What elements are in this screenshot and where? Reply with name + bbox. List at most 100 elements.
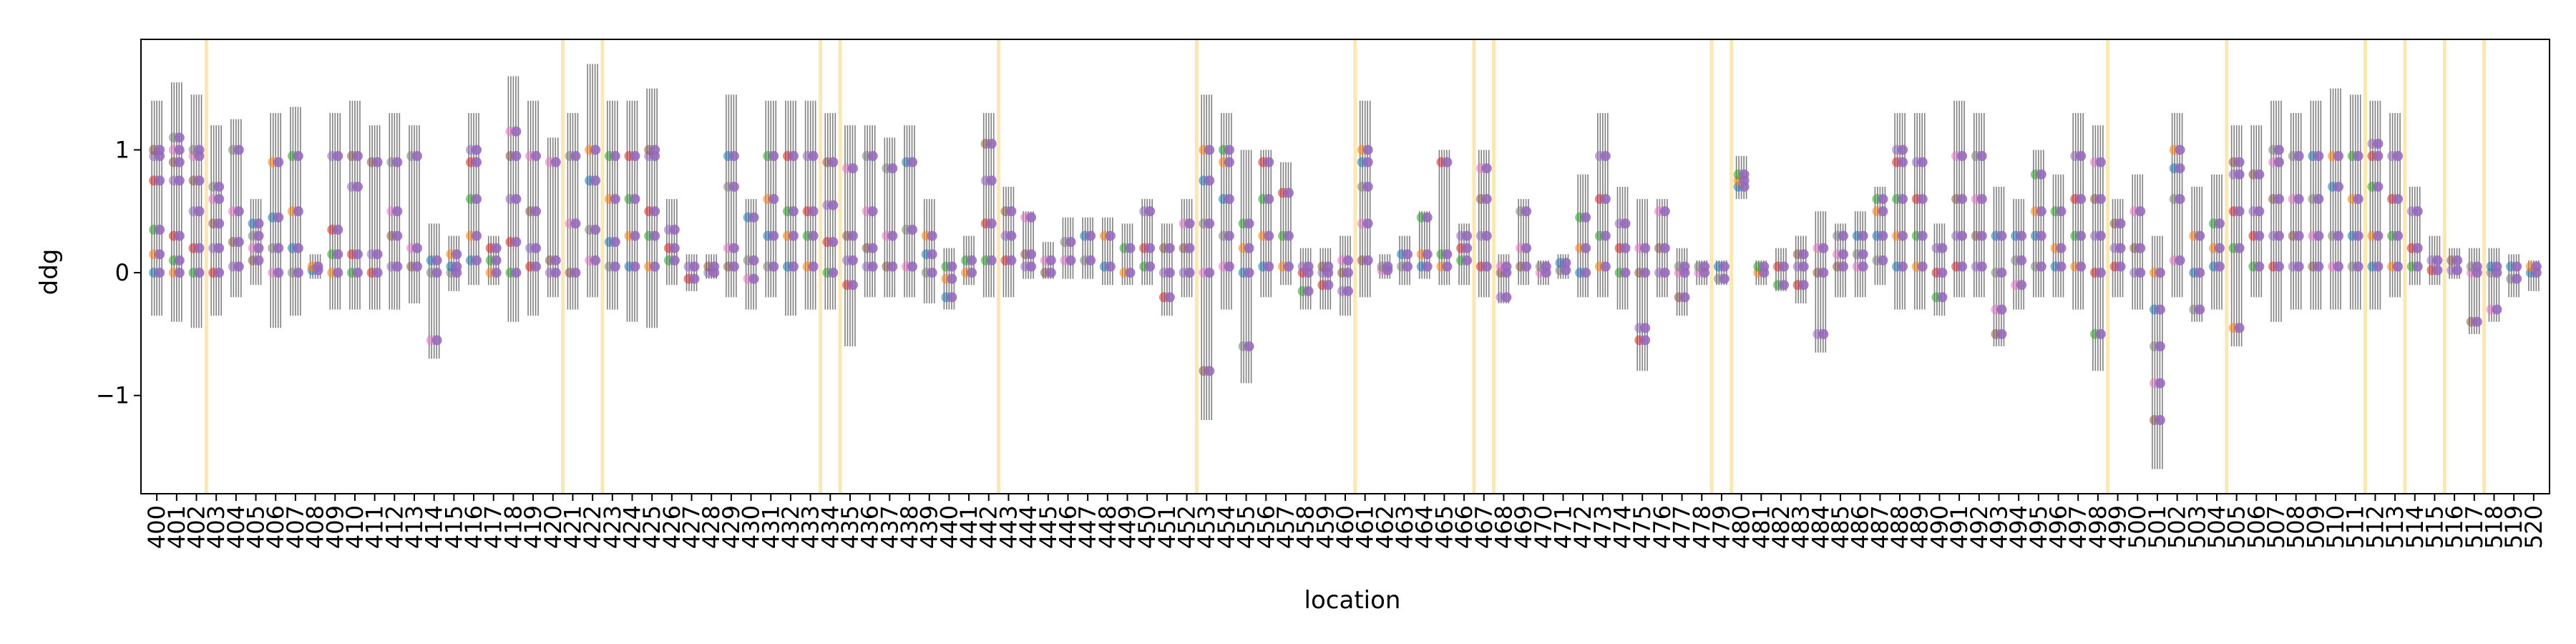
x-tick-label: 418 xyxy=(499,505,527,549)
data-point-448 xyxy=(1105,261,1116,272)
x-tick-label: 461 xyxy=(1352,505,1379,549)
data-point-406 xyxy=(273,243,284,253)
data-point-411 xyxy=(372,268,383,278)
data-point-503 xyxy=(2195,268,2205,278)
data-point-491 xyxy=(1957,230,1968,241)
data-point-501 xyxy=(2155,341,2165,352)
x-tick-label: 410 xyxy=(341,505,369,549)
data-point-504 xyxy=(2214,218,2225,229)
data-point-412 xyxy=(392,206,403,217)
data-point-423 xyxy=(610,151,620,162)
x-tick-label: 514 xyxy=(2401,505,2429,549)
data-point-456 xyxy=(1264,194,1274,205)
x-tick-label: 479 xyxy=(1708,505,1735,549)
data-point-438 xyxy=(907,225,918,235)
data-point-483 xyxy=(1798,249,1809,260)
data-point-517 xyxy=(2472,316,2482,327)
data-point-507 xyxy=(2274,261,2285,272)
data-point-493 xyxy=(1996,230,2007,241)
data-point-493 xyxy=(1996,268,2007,278)
x-tick-label: 474 xyxy=(1609,505,1636,549)
data-point-450 xyxy=(1145,261,1156,272)
data-point-407 xyxy=(293,268,303,278)
x-tick-label: 483 xyxy=(1787,505,1815,549)
data-point-492 xyxy=(1976,230,1987,241)
data-point-511 xyxy=(2353,230,2363,241)
data-point-472 xyxy=(1581,212,1591,223)
data-point-460 xyxy=(1343,286,1353,296)
data-point-489 xyxy=(1917,261,1928,272)
data-point-429 xyxy=(728,243,739,253)
data-point-506 xyxy=(2254,206,2265,217)
data-point-414 xyxy=(431,335,442,346)
data-point-453 xyxy=(1204,218,1215,229)
data-point-488 xyxy=(1898,157,1908,167)
data-point-510 xyxy=(2333,151,2344,162)
x-tick-label: 467 xyxy=(1470,505,1498,549)
data-point-408 xyxy=(313,261,323,272)
data-point-476 xyxy=(1659,243,1670,253)
x-tick-label: 489 xyxy=(1906,505,1933,549)
data-point-418 xyxy=(511,151,522,162)
data-point-419 xyxy=(531,243,542,253)
data-point-418 xyxy=(511,268,522,278)
data-point-416 xyxy=(472,145,482,155)
data-point-459 xyxy=(1323,261,1334,272)
data-point-460 xyxy=(1343,268,1353,278)
data-point-499 xyxy=(2115,261,2126,272)
x-tick-label: 505 xyxy=(2223,505,2250,549)
data-point-457 xyxy=(1283,261,1294,272)
data-point-482 xyxy=(1778,280,1789,291)
x-tick-label: 448 xyxy=(1094,505,1121,549)
x-tick-label: 441 xyxy=(955,505,982,549)
data-point-494 xyxy=(2016,255,2027,265)
data-point-418 xyxy=(511,194,522,205)
data-point-477 xyxy=(1679,292,1690,303)
data-point-498 xyxy=(2095,268,2106,278)
data-point-433 xyxy=(808,206,819,217)
data-point-506 xyxy=(2254,261,2265,272)
data-point-401 xyxy=(174,157,185,167)
data-point-512 xyxy=(2373,181,2384,192)
data-point-507 xyxy=(2274,157,2285,167)
data-point-474 xyxy=(1620,243,1631,253)
x-tick-label: 500 xyxy=(2124,505,2151,549)
data-point-419 xyxy=(531,261,542,272)
data-point-444 xyxy=(1026,249,1037,260)
x-tick-label: 499 xyxy=(2104,505,2132,549)
data-point-520 xyxy=(2531,261,2542,272)
data-point-496 xyxy=(2056,261,2067,272)
data-point-469 xyxy=(1521,261,1532,272)
x-tick-label: 439 xyxy=(916,505,943,549)
data-point-467 xyxy=(1481,230,1492,241)
data-point-419 xyxy=(531,151,542,162)
data-point-494 xyxy=(2016,280,2027,291)
data-point-425 xyxy=(650,206,660,217)
x-tick-label: 405 xyxy=(243,505,270,549)
data-point-404 xyxy=(233,261,244,272)
x-tick-label: 457 xyxy=(1272,505,1299,549)
x-tick-label: 501 xyxy=(2144,505,2171,549)
data-point-422 xyxy=(590,175,601,186)
data-point-513 xyxy=(2393,261,2404,272)
data-point-515 xyxy=(2432,255,2443,265)
x-tick-label: 406 xyxy=(262,505,289,549)
data-point-420 xyxy=(550,157,561,167)
data-point-407 xyxy=(293,151,303,162)
data-point-484 xyxy=(1818,243,1829,253)
data-point-464 xyxy=(1422,212,1433,223)
data-point-414 xyxy=(431,255,442,265)
data-point-491 xyxy=(1957,151,1968,162)
data-point-409 xyxy=(333,268,343,278)
data-point-461 xyxy=(1362,145,1373,155)
data-point-430 xyxy=(748,255,759,265)
x-tick-label: 477 xyxy=(1669,505,1696,549)
data-point-402 xyxy=(194,145,205,155)
x-tick-label: 414 xyxy=(421,505,448,549)
x-tick-label: 494 xyxy=(2005,505,2032,549)
data-point-484 xyxy=(1818,268,1829,278)
x-tick-label: 473 xyxy=(1589,505,1616,549)
data-point-440 xyxy=(947,273,957,284)
data-point-438 xyxy=(907,157,918,167)
x-axis-label: location xyxy=(1304,586,1401,615)
